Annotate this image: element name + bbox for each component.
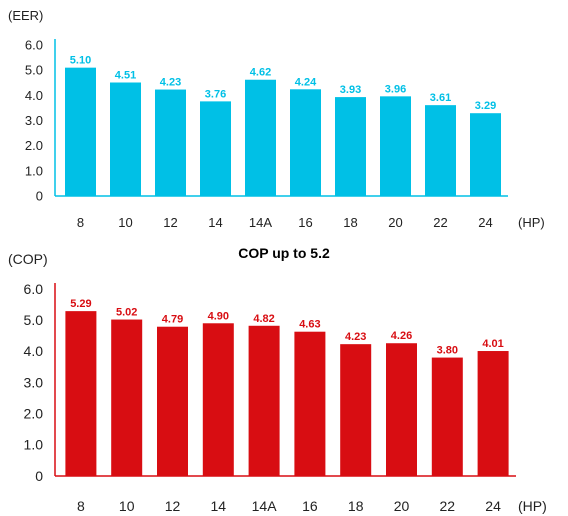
chart-2-x-tick-label: 22: [440, 498, 456, 514]
chart-1-data-label: 4.23: [160, 77, 181, 89]
chart-2-data-label: 4.01: [482, 338, 503, 350]
chart-2-x-tick-label: 18: [348, 498, 364, 514]
chart-1-bar-22: [425, 105, 456, 196]
chart-2-data-label: 4.23: [345, 331, 366, 343]
chart-1-bar-10: [110, 82, 141, 196]
chart-1-data-label: 3.96: [385, 83, 406, 95]
chart-1-y-tick-label: 5.0: [25, 63, 43, 78]
chart-2-data-label: 4.82: [253, 313, 274, 325]
chart-1-y-tick-label: 0: [36, 189, 43, 204]
chart-2-data-label: 5.29: [70, 298, 91, 310]
chart-2-data-label: 4.79: [162, 314, 183, 326]
chart-2-bar-10: [111, 319, 143, 476]
chart-1-data-label: 3.61: [430, 92, 451, 104]
chart-2-data-label: 4.90: [208, 310, 229, 322]
chart-2-y-tick-label: 2.0: [24, 406, 44, 422]
chart-2-bar-16: [294, 331, 326, 476]
chart-2-x-tick-label: 16: [302, 498, 318, 514]
chart-1-x-tick-label: 16: [298, 215, 312, 230]
chart-1-data-label: 3.29: [475, 100, 496, 112]
chart-1-y-tick-label: 1.0: [25, 163, 43, 178]
chart-1-data-label: 4.62: [250, 67, 271, 79]
chart-1-bar-8: [65, 67, 96, 197]
chart-1-x-tick-label: 18: [343, 215, 357, 230]
chart-1-y-tick-label: 6.0: [25, 38, 43, 53]
chart-2-x-tick-label: 12: [165, 498, 181, 514]
chart-2-x-axis-label: (HP): [518, 498, 547, 514]
chart-1-y-tick-label: 4.0: [25, 88, 43, 103]
chart-1-x-tick-label: 22: [433, 215, 447, 230]
chart-2-x-tick-label: 14: [211, 498, 227, 514]
chart-2-y-tick-label: 4.0: [24, 343, 44, 359]
chart-2-y-tick-label: 0: [35, 468, 43, 484]
chart-2-data-label: 5.02: [116, 307, 137, 319]
chart-1-data-label: 4.51: [115, 69, 136, 81]
chart-2-x-tick-label: 10: [119, 498, 135, 514]
chart-1-y-axis-label: (EER): [8, 8, 43, 23]
chart-1-y-tick-label: 2.0: [25, 138, 43, 153]
chart-1-bar-12: [155, 89, 186, 196]
chart-1-bar-14: [200, 101, 231, 196]
chart-1-bar-24: [470, 113, 501, 196]
chart-1-x-tick-label: 10: [118, 215, 132, 230]
chart-1-bar-20: [380, 96, 411, 196]
chart-2-bar-14A: [248, 325, 280, 476]
chart-1-x-tick-label: 12: [163, 215, 177, 230]
chart-2-data-label: 3.80: [437, 345, 458, 357]
chart-2-y-tick-label: 1.0: [24, 437, 44, 453]
chart-2-bar-8: [65, 311, 97, 476]
chart-2-y-tick-label: 5.0: [24, 312, 44, 328]
chart-2-bar-14: [202, 323, 234, 476]
chart-2-bar-12: [157, 326, 188, 476]
chart-2-y-tick-label: 3.0: [24, 374, 44, 390]
chart-1-bar-18: [335, 97, 366, 196]
chart-1-y-tick-label: 3.0: [25, 113, 43, 128]
chart-2-bar-24: [477, 351, 509, 476]
chart-2-bar-22: [431, 357, 463, 476]
chart-2-x-tick-label: 24: [485, 498, 501, 514]
chart-1-x-tick-label: 20: [388, 215, 402, 230]
chart-2-bar-20: [386, 343, 417, 476]
chart-1-bar-16: [290, 89, 321, 196]
chart-2-y-axis-label: (COP): [8, 251, 48, 267]
chart-1-x-tick-label: 14: [208, 215, 222, 230]
chart-2-x-tick-label: 14A: [252, 498, 278, 514]
chart-2-x-tick-label: 20: [394, 498, 410, 514]
chart-1-x-tick-label: 14A: [249, 215, 272, 230]
chart-1-x-tick-label: 8: [77, 215, 84, 230]
chart-1-x-tick-label: 24: [478, 215, 492, 230]
chart-1-data-label: 3.76: [205, 88, 226, 100]
chart-2-data-label: 4.63: [299, 319, 320, 331]
chart-1-x-axis-label: (HP): [518, 215, 545, 230]
chart-2-bar-18: [340, 344, 372, 476]
chart-2-x-tick-label: 8: [77, 498, 85, 514]
chart-1-bar-14A: [245, 79, 276, 196]
chart-2-y-tick-label: 6.0: [24, 281, 44, 297]
chart-1-data-label: 4.24: [295, 76, 317, 88]
chart-1-data-label: 5.10: [70, 55, 91, 67]
chart-2-title: COP up to 5.2: [238, 245, 330, 261]
chart-1-data-label: 3.93: [340, 84, 361, 96]
chart-2-data-label: 4.26: [391, 330, 412, 342]
